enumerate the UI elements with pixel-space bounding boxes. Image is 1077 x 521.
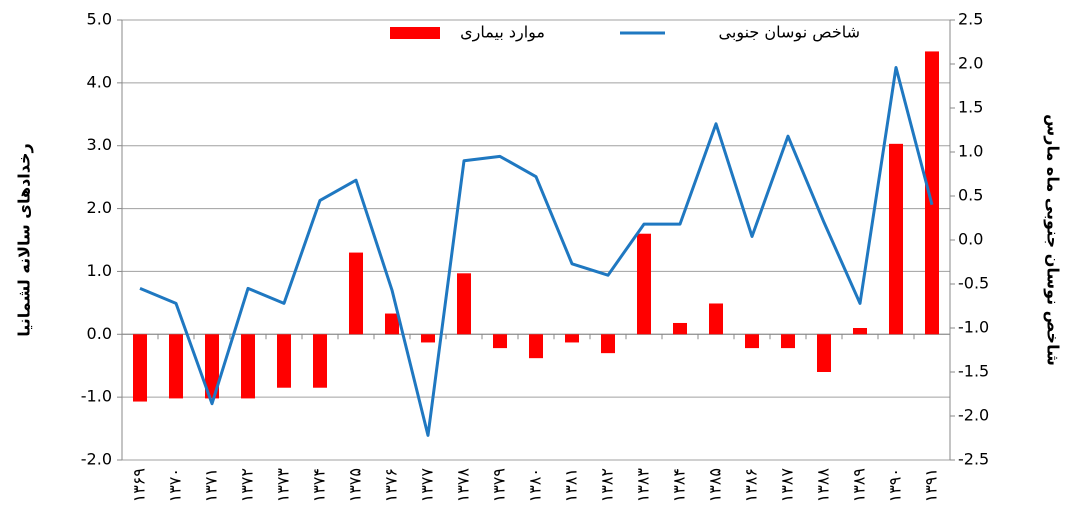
bar [529,334,543,359]
y-tick-label: -2.0 [81,450,112,469]
y2-tick-label: -1.0 [958,318,989,337]
x-tick-label: ۱۳۸۰ [526,468,545,502]
x-tick-label: ۱۳۹۱ [922,468,941,502]
x-tick-label: ۱۳۷۴ [310,468,329,502]
x-tick-label: ۱۳۸۴ [670,468,689,502]
x-tick-label: ۱۳۷۰ [166,468,185,502]
x-tick-label: ۱۳۸۵ [706,468,725,502]
y2-tick-label: 2.5 [958,10,983,29]
bar [925,51,939,335]
y2-tick-label: -2.0 [958,406,989,425]
x-tick-label: ۱۳۸۹ [850,468,869,502]
legend-swatch [390,27,440,39]
bar [169,334,183,399]
bar [637,233,651,335]
bar [457,273,471,335]
x-tick-label: ۱۳۷۲ [238,468,257,502]
y2-tick-label: 1.0 [958,142,983,161]
legend-label: شاخص نوسان جنوبی [719,23,860,43]
x-tick-label: ۱۳۸۱ [562,468,581,502]
bar [277,334,291,388]
bar [673,322,687,335]
y2-tick-label: 1.5 [958,98,983,117]
bar [853,328,867,335]
bar [781,334,795,349]
y2-tick-label: -0.5 [958,274,989,293]
bar [205,334,219,399]
x-tick-label: ۱۳۷۸ [454,468,473,503]
line [139,66,934,437]
bar [349,252,363,335]
x-tick-label: ۱۳۸۶ [742,468,761,502]
y-tick-label: -1.0 [81,387,112,406]
bar [565,334,579,343]
bar [133,334,147,402]
y2-tick-label: 0.0 [958,230,983,249]
bar [421,334,435,343]
x-tick-label: ۱۳۸۷ [778,468,797,503]
x-tick-label: ۱۳۸۳ [634,468,653,503]
x-tick-label: ۱۳۸۲ [598,468,617,502]
bar [745,334,759,349]
y-tick-label: 4.0 [87,72,112,91]
y2-tick-label: -2.5 [958,450,989,469]
bar [709,303,723,335]
x-tick-label: ۱۳۷۳ [274,468,293,503]
y-tick-label: 3.0 [87,135,112,154]
y2-tick-label: 2.0 [958,54,983,73]
bar [889,143,903,335]
y-tick-label: 0.0 [87,324,112,343]
bar [493,334,507,349]
y-tick-label: 1.0 [87,261,112,280]
x-tick-label: ۱۳۸۸ [814,468,833,503]
y2-tick-label: -1.5 [958,362,989,381]
x-tick-label: ۱۳۷۶ [382,468,401,502]
bar [241,334,255,399]
y-tick-label: 2.0 [87,198,112,217]
x-tick-label: ۱۳۶۹ [130,468,149,502]
y-axis-label: رخدادهای سالانه لشمانیا [15,143,34,337]
y2-tick-label: 0.5 [958,186,983,205]
x-tick-label: ۱۳۷۱ [202,468,221,502]
y-tick-label: 5.0 [87,10,112,29]
bar [601,334,615,354]
x-tick-label: ۱۳۷۵ [346,468,365,502]
x-tick-label: ۱۳۷۹ [490,468,509,502]
x-tick-label: ۱۳۷۷ [418,468,437,503]
x-tick-label: ۱۳۹۰ [886,468,905,502]
bar [385,313,399,335]
y2-axis-label: شاخص نوسان جنوبی ماه مارس [1044,114,1063,366]
bar [817,334,831,372]
legend-label: موارد بیماری [460,23,545,43]
bar [313,334,327,388]
